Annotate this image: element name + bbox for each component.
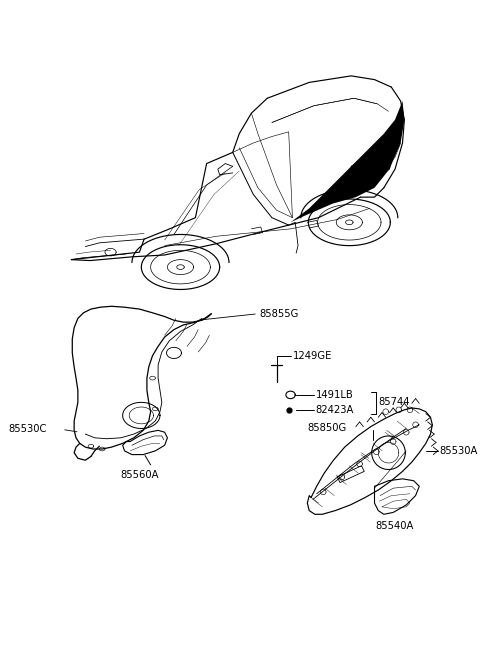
Text: 85560A: 85560A [120,470,159,480]
Text: 85850G: 85850G [307,422,347,433]
Text: 85540A: 85540A [376,521,414,531]
Text: 85744: 85744 [378,397,410,408]
Text: 85855G: 85855G [260,308,299,319]
Text: 1249GE: 1249GE [292,351,332,361]
Text: 85530A: 85530A [440,446,478,456]
Polygon shape [290,101,404,222]
Text: 82423A: 82423A [316,405,354,415]
Text: 85530C: 85530C [9,424,47,434]
Text: 1491LB: 1491LB [316,390,353,400]
